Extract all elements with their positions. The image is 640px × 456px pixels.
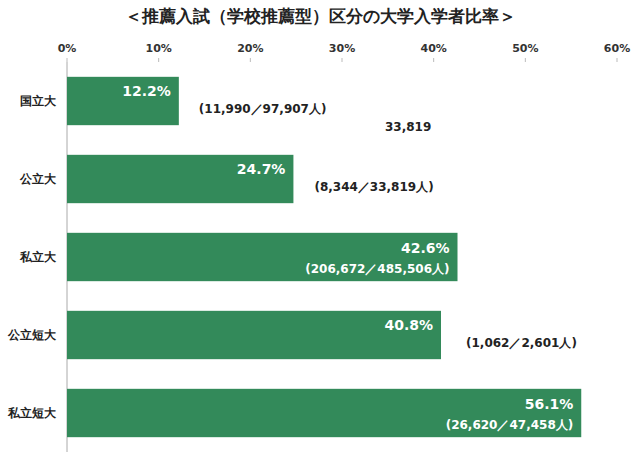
tick-label: 10% <box>145 42 171 55</box>
data-label: 56.1% <box>525 396 574 412</box>
tick-label: 0% <box>58 42 77 55</box>
data-label: 12.2% <box>122 83 171 99</box>
annotation: 33,819 <box>385 120 431 134</box>
category-label: 私立大 <box>19 250 57 264</box>
bar-annotation: (1,062／2,601人) <box>466 336 577 350</box>
data-labels: 12.2% 24.7% 42.6% 40.8% 56.1% (11,990／97,907人… <box>122 83 577 432</box>
tick-mark <box>158 58 159 62</box>
data-label: 42.6% <box>401 240 450 256</box>
bar <box>67 311 441 359</box>
bar-annotation: (11,990／97,907人) <box>199 102 327 116</box>
title: ＜推薦入試（学校推薦型）区分の大学入学者比率＞ <box>125 6 516 26</box>
bars <box>67 77 581 437</box>
tick-label: 30% <box>329 42 355 55</box>
tick-mark <box>617 58 618 62</box>
category-label: 公立大 <box>19 172 57 186</box>
chart: ＜推薦入試（学校推薦型）区分の大学入学者比率＞ 0% 10% 20% 30% 40% 50%… <box>0 0 640 456</box>
tick-label: 40% <box>420 42 446 55</box>
category-label: 公立短大 <box>7 328 57 342</box>
tick-label: 60% <box>604 42 630 55</box>
bar-annotation: (26,620／47,458人) <box>446 418 574 432</box>
tick-label: 20% <box>237 42 263 55</box>
bar-annotation: (8,344／33,819人) <box>314 180 433 194</box>
tick-mark <box>67 58 68 62</box>
data-label: 40.8% <box>384 317 433 333</box>
bar <box>67 389 581 437</box>
bar <box>67 77 179 125</box>
tick-mark <box>342 58 343 62</box>
tick-mark <box>250 58 251 62</box>
category-label: 私立短大 <box>7 406 57 420</box>
tick-mark <box>433 58 434 62</box>
bar <box>67 233 458 281</box>
data-label: 24.7% <box>237 161 286 177</box>
tick-label: 50% <box>512 42 538 55</box>
category-label: 国立大 <box>20 94 57 108</box>
x-axis: 0% 10% 20% 30% 40% 50% 60% <box>58 42 631 62</box>
bar <box>67 155 293 203</box>
tick-mark <box>525 58 526 62</box>
bar-annotation: (206,672／485,506人) <box>305 262 449 276</box>
